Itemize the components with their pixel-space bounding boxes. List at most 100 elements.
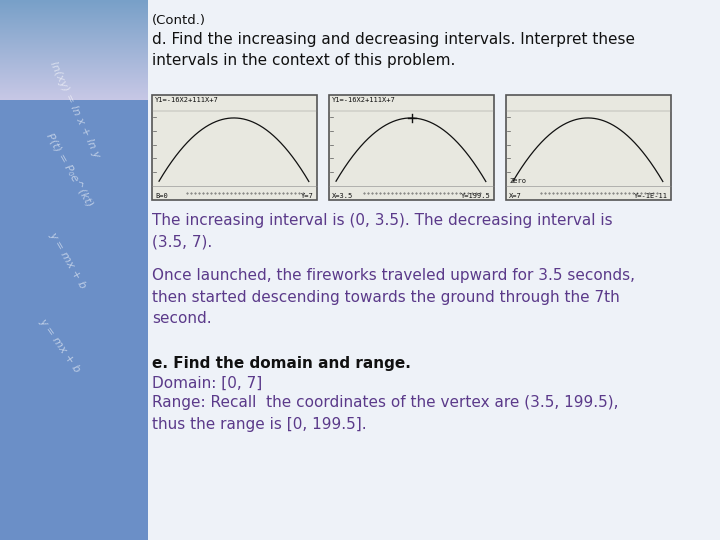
Bar (0, 16, 148, 17)
Bar (0, 60, 148, 61)
Bar (0, 72, 148, 73)
Bar (0, 30, 148, 31)
Text: Y=-1E-11: Y=-1E-11 (634, 193, 668, 199)
Bar (0, 7, 148, 8)
Bar (0, 81, 148, 82)
Bar (0, 48, 148, 49)
Bar (0, 9, 148, 10)
Bar (0, 37, 148, 38)
Bar (0, 36, 148, 37)
Text: (Contd.): (Contd.) (152, 14, 206, 27)
Bar (0, 32, 148, 33)
Bar (0, 26, 148, 27)
Bar (0, 95, 148, 96)
Bar (0, 49, 148, 50)
Bar (148, 0, 720, 540)
Bar (0, 59, 148, 60)
Bar (329, 95, 494, 200)
Text: B=0: B=0 (155, 193, 168, 199)
Bar (0, 21, 148, 22)
Bar (0, 52, 148, 53)
Bar (0, 22, 148, 23)
Text: Once launched, the fireworks traveled upward for 3.5 seconds,
then started desce: Once launched, the fireworks traveled up… (152, 268, 635, 326)
Bar (0, 65, 148, 66)
Bar (0, 46, 148, 47)
Bar (0, 88, 148, 89)
Bar (0, 12, 148, 13)
Text: Y=7: Y=7 (301, 193, 314, 199)
Bar (0, 39, 148, 40)
Bar (0, 33, 148, 34)
Bar (0, 18, 148, 19)
Bar (0, 31, 148, 32)
Bar (0, 87, 148, 88)
Bar (0, 63, 148, 64)
Bar (0, 0, 148, 1)
Bar (0, 75, 148, 76)
Bar (0, 23, 148, 24)
Bar (0, 71, 148, 72)
Text: The increasing interval is (0, 3.5). The decreasing interval is
(3.5, 7).: The increasing interval is (0, 3.5). The… (152, 213, 613, 249)
Bar (0, 92, 148, 93)
Bar (152, 95, 317, 200)
Bar (0, 99, 148, 100)
Bar (0, 76, 148, 77)
Bar (0, 43, 148, 44)
Bar (0, 53, 148, 54)
Bar (0, 69, 148, 70)
Bar (0, 17, 148, 18)
Bar (0, 2, 148, 3)
Bar (0, 41, 148, 42)
Text: Domain: [0, 7]: Domain: [0, 7] (152, 376, 262, 391)
Bar (0, 68, 148, 69)
Text: e. Find the domain and range.: e. Find the domain and range. (152, 356, 411, 371)
Text: ln(xy) = ln x + ln y: ln(xy) = ln x + ln y (48, 60, 102, 160)
Bar (0, 3, 148, 4)
Text: d. Find the increasing and decreasing intervals. Interpret these
intervals in th: d. Find the increasing and decreasing in… (152, 32, 635, 68)
Text: Y1=-16X2+111X+7: Y1=-16X2+111X+7 (155, 97, 219, 103)
Text: Range: Recall  the coordinates of the vertex are (3.5, 199.5),
thus the range is: Range: Recall the coordinates of the ver… (152, 395, 618, 431)
Bar (0, 50, 148, 51)
Bar (0, 82, 148, 83)
Bar (0, 35, 148, 36)
Text: y = mx + b: y = mx + b (48, 230, 89, 290)
Bar (0, 70, 148, 71)
Bar (0, 13, 148, 14)
Bar (0, 20, 148, 21)
Bar (0, 5, 148, 6)
Bar (0, 84, 148, 85)
Text: X=7: X=7 (509, 193, 522, 199)
Bar (0, 44, 148, 45)
Bar (0, 11, 148, 12)
Bar (0, 79, 148, 80)
Bar (0, 19, 148, 20)
Bar (0, 93, 148, 94)
Bar (0, 78, 148, 79)
Text: y = mx + b: y = mx + b (37, 316, 83, 374)
Bar (0, 45, 148, 46)
Bar (0, 15, 148, 16)
Bar (0, 90, 148, 91)
Bar (0, 56, 148, 57)
Bar (0, 91, 148, 92)
Bar (0, 89, 148, 90)
Bar (0, 100, 148, 540)
Bar (0, 28, 148, 29)
Bar (0, 42, 148, 43)
Bar (0, 61, 148, 62)
Bar (0, 47, 148, 48)
Bar (0, 38, 148, 39)
Bar (0, 55, 148, 56)
Bar (0, 77, 148, 78)
Bar (0, 96, 148, 97)
Bar (0, 74, 148, 75)
Bar (0, 4, 148, 5)
Bar (0, 14, 148, 15)
Bar (0, 98, 148, 99)
Bar (506, 95, 671, 200)
Bar (0, 80, 148, 81)
Bar (0, 66, 148, 67)
Text: P(t) = P₀e^(kt): P(t) = P₀e^(kt) (45, 131, 95, 208)
Bar (0, 97, 148, 98)
Bar (0, 6, 148, 7)
